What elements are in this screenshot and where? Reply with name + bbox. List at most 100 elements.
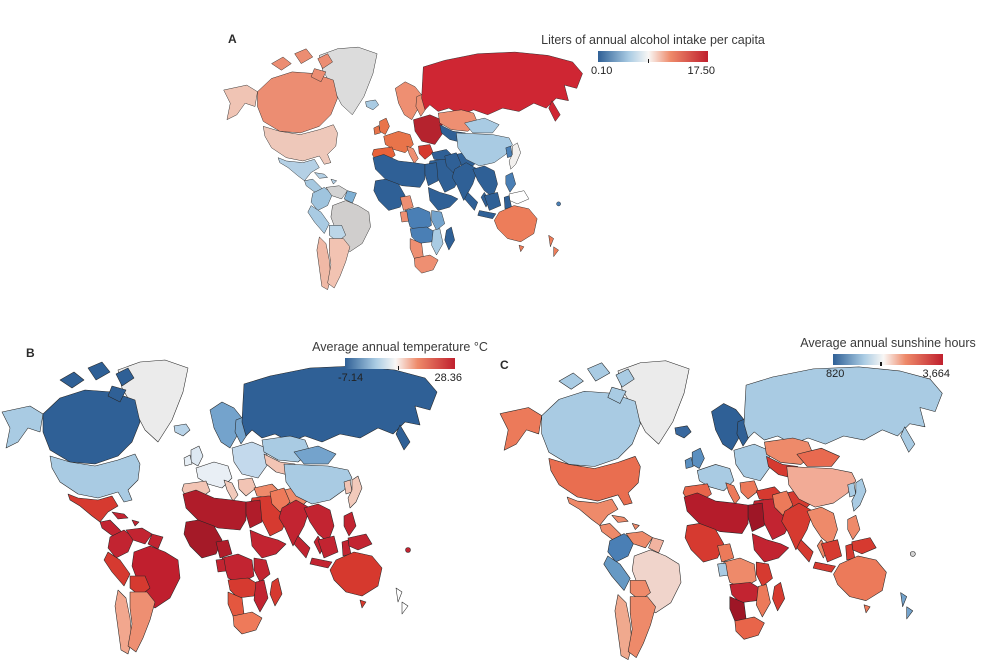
region-south-africa — [734, 616, 765, 640]
region-mongolia — [293, 445, 337, 465]
colorbar-max-label: 3,664 — [922, 368, 950, 380]
region-indonesia — [484, 192, 502, 211]
region-italy — [223, 479, 239, 502]
region-caribbean — [131, 519, 140, 527]
region-australia — [329, 551, 383, 597]
region-balkans — [739, 480, 759, 500]
region-fiji — [405, 547, 411, 553]
region-gabon — [399, 211, 409, 223]
region-india — [278, 499, 311, 547]
region-fiji — [909, 551, 916, 557]
region-mozambique — [253, 579, 269, 613]
region-venezuela — [125, 527, 153, 545]
region-philippines — [505, 172, 516, 193]
region-indonesia — [293, 535, 311, 559]
region-canada — [257, 71, 338, 134]
region-balkans — [418, 144, 434, 160]
region-chile — [316, 236, 332, 290]
region-indonesia — [821, 539, 842, 563]
colorbar-temperature — [345, 358, 455, 370]
region-caribbean — [111, 511, 129, 520]
region-east-europe — [413, 114, 444, 145]
region-central-africa — [404, 206, 432, 233]
colorbar-tick — [647, 59, 649, 63]
region-caribbean — [314, 172, 328, 179]
region-australia — [518, 244, 525, 252]
region-horn — [428, 187, 459, 211]
world-map-temperature — [1, 359, 438, 655]
region-east-europe — [733, 443, 771, 481]
region-alaska — [223, 84, 258, 120]
region-russia — [548, 100, 561, 122]
region-nigeria — [215, 539, 233, 559]
region-south-africa — [232, 611, 263, 635]
region-west-africa — [183, 519, 223, 559]
region-philippines — [343, 511, 357, 537]
region-east-africa — [755, 561, 773, 587]
colorbar-max-label: 28.36 — [434, 372, 462, 384]
region-italy — [725, 482, 741, 505]
colorbar-sunshine — [833, 354, 943, 366]
region-iceland — [365, 99, 379, 111]
region-png — [347, 533, 373, 551]
region-caribbean — [611, 515, 629, 523]
region-indonesia — [477, 210, 497, 219]
region-canada — [107, 385, 127, 403]
region-indonesia — [812, 561, 836, 573]
region-colombia — [607, 533, 635, 563]
region-madagascar — [444, 226, 455, 251]
region-ireland — [684, 457, 694, 469]
region-venezuela — [625, 531, 653, 549]
legend-title-temperature: Average annual temperature °C — [312, 340, 488, 354]
region-iceland — [674, 425, 692, 439]
region-usa — [49, 453, 141, 503]
region-mongolia — [796, 447, 840, 467]
region-mexico — [67, 493, 119, 523]
region-peru — [103, 551, 131, 587]
region-horn — [751, 533, 790, 563]
region-colombia — [107, 529, 135, 559]
region-mexico — [277, 157, 320, 182]
colorbar-min-label: -7.14 — [338, 372, 364, 384]
region-new-zealand — [553, 246, 559, 257]
region-east-africa — [253, 557, 271, 583]
region-canada — [87, 361, 111, 381]
region-canada — [59, 371, 85, 389]
region-canada — [294, 48, 313, 64]
region-peru — [307, 205, 330, 234]
region-canada — [541, 390, 641, 467]
region-chile — [114, 589, 133, 655]
region-china — [283, 463, 353, 505]
region-canada — [558, 372, 584, 390]
region-russia — [241, 365, 438, 443]
region-mozambique — [431, 228, 444, 256]
region-horn — [249, 529, 287, 559]
region-indonesia — [464, 192, 478, 211]
legend-title-sunshine: Average annual sunshine hours — [800, 336, 976, 350]
region-east-africa — [431, 210, 445, 231]
region-usa — [263, 124, 338, 165]
region-ireland — [183, 454, 193, 467]
region-caribbean — [631, 523, 640, 530]
region-gabon — [717, 562, 729, 577]
region-png — [508, 190, 530, 205]
region-west-africa — [373, 178, 406, 211]
region-venezuela — [325, 185, 348, 200]
legend-temperature: Average annual temperature °C -7.14 28.3… — [310, 340, 490, 384]
region-canada — [615, 368, 635, 388]
region-central-africa — [723, 557, 757, 589]
region-mongolia — [464, 117, 500, 134]
region-chile — [614, 594, 633, 660]
region-new-zealand — [900, 592, 907, 608]
region-mexico — [566, 496, 619, 526]
region-indonesia — [309, 557, 333, 569]
region-mozambique — [755, 584, 771, 618]
region-west-africa — [684, 523, 724, 563]
legend-title-alcohol: Liters of annual alcohol intake per capi… — [541, 33, 765, 47]
region-fiji — [556, 201, 561, 207]
region-australia — [863, 604, 871, 614]
region-canada — [115, 367, 135, 387]
region-south-africa — [413, 254, 439, 274]
region-india — [451, 162, 478, 201]
region-indonesia — [317, 535, 339, 559]
